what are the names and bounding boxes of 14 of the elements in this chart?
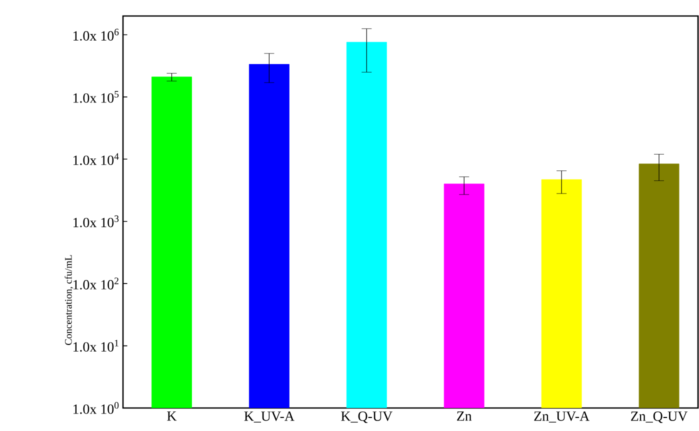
- y-tick-label: 1.0x 10$^{5}$: [73, 91, 119, 103]
- y-tick-label: 1.0x 10$^{6}$: [73, 28, 119, 41]
- x-tick-label: Zn: [457, 412, 472, 421]
- x-tick-label: Zn_Q-UV: [631, 412, 688, 424]
- y-tick-label: 1.0x 10$^{2}$: [73, 278, 118, 290]
- y-tick-label: 1.0x 10$^{3}$: [73, 215, 119, 228]
- x-tick-label: K: [167, 412, 177, 421]
- x-tick-label: K_UV-A: [244, 412, 294, 423]
- y-axis-title: Concentration, cfu/mL: [64, 255, 74, 345]
- y-tick-label: 1.0x 10$^{0}$: [73, 402, 119, 414]
- y-tick-label: 1.0x 10$^{4}$: [73, 153, 119, 166]
- y-tick-label: 1.0x 10$^{1}$: [73, 340, 118, 352]
- x-tick-label: K_Q-UV: [341, 412, 392, 424]
- x-tick-label: Zn_UV-A: [534, 412, 590, 423]
